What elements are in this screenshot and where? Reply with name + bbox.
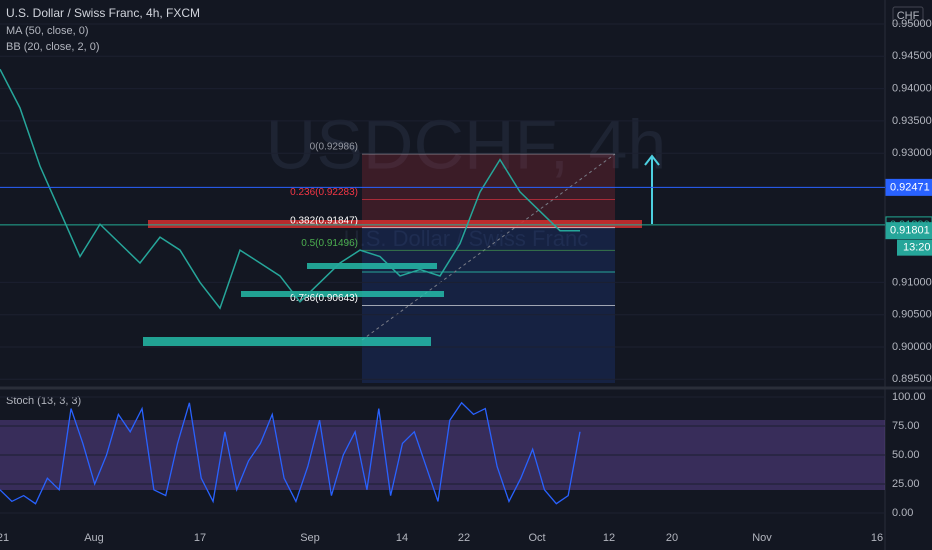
price-line	[0, 68, 580, 310]
price-tick-label: 0.93000	[892, 147, 932, 159]
support-box	[307, 263, 437, 269]
support-box	[241, 291, 444, 297]
stoch-tick-label: 50.00	[892, 449, 920, 461]
support-box	[143, 337, 431, 346]
date-label: 14	[396, 532, 408, 544]
price-tick-label: 0.90500	[892, 309, 932, 321]
level-badge	[885, 178, 932, 196]
price-tick-label: 0.95000	[892, 18, 932, 30]
date-label: 17	[194, 532, 206, 544]
fib-zone-red	[362, 154, 615, 226]
stoch-label: Stoch (13, 3, 3)	[6, 395, 81, 407]
stoch-tick-label: 25.00	[892, 478, 920, 490]
arrow	[644, 154, 660, 224]
date-label: Nov	[752, 532, 772, 544]
price-tick-label: 0.93500	[892, 115, 932, 127]
fib-label: 0.382(0.91847)	[290, 215, 358, 226]
fib-trend	[361, 153, 616, 341]
currency-button[interactable]	[892, 6, 924, 25]
level-label: 0.92471	[890, 181, 930, 193]
indicator-label: BB (20, close, 2, 0)	[6, 41, 100, 53]
date-label: 21	[0, 532, 9, 544]
fib-label: 0.786(0.90643)	[290, 293, 358, 304]
price-tick-label: 0.90000	[892, 341, 932, 353]
date-label: 12	[603, 532, 615, 544]
date-label: 22	[458, 532, 470, 544]
level-label: 0.91801	[890, 225, 930, 237]
price-tick-label: 0.91000	[892, 276, 932, 288]
stoch-tick-label: 100.00	[892, 391, 926, 403]
fib-label: 0(0.92986)	[310, 142, 358, 153]
stoch-line	[0, 401, 581, 505]
stoch-tick-label: 75.00	[892, 420, 920, 432]
price-tick-label: 0.94500	[892, 50, 932, 62]
symbol-title: U.S. Dollar / Swiss Franc, 4h, FXCM	[6, 6, 200, 20]
currency[interactable]: CHF	[897, 10, 920, 22]
date-label: 16	[871, 532, 883, 544]
date-label: 20	[666, 532, 678, 544]
indicator-label: MA (50, close, 0)	[6, 25, 89, 37]
watermark: USDCHF, 4h	[266, 105, 667, 183]
price-tick-label: 0.94000	[892, 83, 932, 95]
date-label: Aug	[84, 532, 104, 544]
countdown: 13:20	[903, 242, 931, 254]
price-tick-label: 0.89500	[892, 373, 932, 385]
fib-label: 0.5(0.91496)	[301, 238, 358, 249]
stoch-tick-label: 0.00	[892, 507, 913, 519]
resistance-zone	[148, 220, 642, 228]
date-label: Oct	[528, 532, 545, 544]
date-label: Sep	[300, 532, 320, 544]
countdown-badge	[897, 239, 932, 256]
level-badge	[885, 222, 932, 240]
fib-zone-blue	[362, 226, 615, 383]
fib-label: 0.236(0.92283)	[290, 187, 358, 198]
